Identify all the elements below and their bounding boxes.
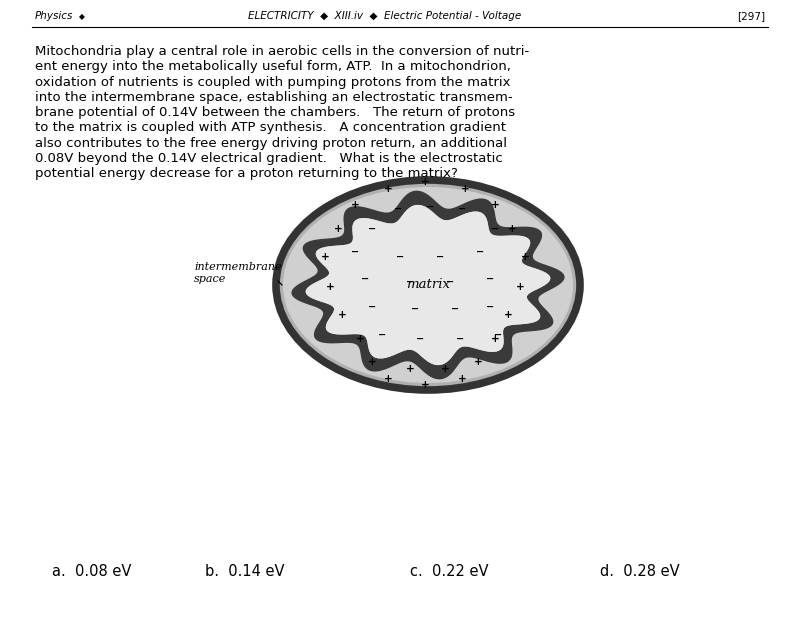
- Text: +: +: [384, 374, 392, 384]
- Text: −: −: [491, 224, 499, 234]
- Text: −: −: [486, 274, 494, 284]
- Text: +: +: [504, 310, 512, 320]
- Text: intermembrane
space: intermembrane space: [194, 262, 282, 284]
- Text: −: −: [446, 277, 454, 287]
- Text: −: −: [368, 302, 376, 312]
- Text: ◆: ◆: [79, 12, 85, 22]
- Text: ent energy into the metabolically useful form, ATP.  In a mitochondrion,: ent energy into the metabolically useful…: [35, 60, 511, 73]
- Text: +: +: [441, 364, 450, 374]
- Text: Mitochondria play a central role in aerobic cells in the conversion of nutri-: Mitochondria play a central role in aero…: [35, 45, 530, 58]
- Polygon shape: [306, 205, 550, 365]
- Text: ELECTRICITY  ◆  XIII.iv  ◆  Electric Potential - Voltage: ELECTRICITY ◆ XIII.iv ◆ Electric Potenti…: [248, 11, 522, 21]
- Text: +: +: [406, 364, 414, 374]
- Text: a.  0.08 eV: a. 0.08 eV: [52, 565, 131, 579]
- Text: c.  0.22 eV: c. 0.22 eV: [410, 565, 489, 579]
- Text: into the intermembrane space, establishing an electrostatic transmem-: into the intermembrane space, establishi…: [35, 91, 513, 104]
- Text: +: +: [490, 200, 499, 210]
- Text: −: −: [426, 202, 434, 212]
- Text: +: +: [356, 334, 364, 344]
- Text: −: −: [451, 304, 459, 314]
- Text: also contributes to the free energy driving proton return, an additional: also contributes to the free energy driv…: [35, 137, 507, 150]
- Text: +: +: [350, 200, 359, 210]
- Text: +: +: [521, 252, 530, 262]
- Text: +: +: [490, 334, 499, 344]
- Text: +: +: [326, 282, 334, 292]
- Ellipse shape: [276, 180, 580, 390]
- Polygon shape: [291, 191, 565, 379]
- Text: −: −: [458, 204, 466, 214]
- Text: potential energy decrease for a proton returning to the matrix?: potential energy decrease for a proton r…: [35, 167, 458, 180]
- Text: −: −: [361, 274, 369, 284]
- Text: brane potential of 0.14V between the chambers.   The return of protons: brane potential of 0.14V between the cha…: [35, 106, 515, 119]
- Text: −: −: [436, 252, 444, 262]
- Text: matrix: matrix: [406, 278, 450, 291]
- Text: −: −: [368, 224, 376, 234]
- Text: +: +: [508, 224, 516, 234]
- Text: +: +: [461, 184, 470, 194]
- Text: to the matrix is coupled with ATP synthesis.   A concentration gradient: to the matrix is coupled with ATP synthe…: [35, 122, 506, 135]
- Text: +: +: [474, 357, 482, 367]
- Text: Physics: Physics: [35, 11, 74, 21]
- Text: oxidation of nutrients is coupled with pumping protons from the matrix: oxidation of nutrients is coupled with p…: [35, 76, 510, 89]
- Text: +: +: [334, 224, 342, 234]
- Text: b.  0.14 eV: b. 0.14 eV: [205, 565, 285, 579]
- Ellipse shape: [283, 187, 573, 383]
- Text: −: −: [494, 330, 502, 340]
- Text: [297]: [297]: [737, 11, 765, 21]
- Text: −: −: [406, 277, 414, 287]
- Text: 0.08V beyond the 0.14V electrical gradient.   What is the electrostatic: 0.08V beyond the 0.14V electrical gradie…: [35, 152, 502, 165]
- Text: −: −: [476, 247, 484, 257]
- Text: +: +: [321, 252, 330, 262]
- Text: d.  0.28 eV: d. 0.28 eV: [600, 565, 680, 579]
- Text: −: −: [351, 247, 359, 257]
- Text: +: +: [384, 184, 392, 194]
- Text: −: −: [394, 204, 402, 214]
- Text: +: +: [458, 374, 466, 384]
- Text: −: −: [411, 304, 419, 314]
- Text: +: +: [421, 177, 430, 187]
- Text: +: +: [516, 282, 524, 292]
- Text: +: +: [338, 310, 346, 320]
- Text: −: −: [396, 252, 404, 262]
- Text: −: −: [456, 334, 464, 344]
- Text: −: −: [486, 302, 494, 312]
- Text: −: −: [416, 334, 424, 344]
- Text: +: +: [368, 357, 376, 367]
- Text: +: +: [421, 380, 430, 390]
- Text: −: −: [378, 330, 386, 340]
